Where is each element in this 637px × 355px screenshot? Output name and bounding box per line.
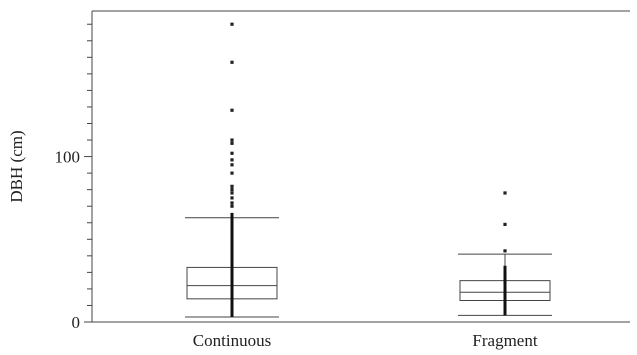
outlier-point bbox=[230, 204, 234, 208]
outlier-point bbox=[230, 138, 234, 142]
category-label: Continuous bbox=[193, 331, 271, 350]
y-ticks bbox=[84, 23, 92, 323]
outlier-point bbox=[230, 196, 234, 200]
outlier-point bbox=[230, 191, 234, 195]
y-axis-title: DBH (cm) bbox=[7, 130, 26, 202]
outlier-point bbox=[230, 158, 234, 162]
box-group-fragment bbox=[458, 191, 552, 316]
y-tick-label: 0 bbox=[72, 313, 81, 332]
outlier-point bbox=[230, 108, 234, 112]
outlier-point bbox=[230, 171, 234, 175]
y-tick-labels: 0 100 bbox=[55, 148, 81, 332]
plot-area bbox=[185, 22, 552, 318]
outlier-point bbox=[230, 22, 234, 26]
outlier-point bbox=[230, 151, 234, 155]
outlier-point bbox=[503, 222, 507, 226]
outlier-point bbox=[503, 191, 507, 195]
box-group-continuous bbox=[185, 22, 279, 318]
y-tick-label: 100 bbox=[55, 148, 81, 167]
outlier-point bbox=[230, 201, 234, 205]
outlier-point bbox=[230, 163, 234, 167]
outlier-point bbox=[230, 184, 234, 188]
outlier-point bbox=[230, 188, 234, 192]
category-labels: Continuous Fragment bbox=[193, 331, 538, 350]
category-label: Fragment bbox=[472, 331, 537, 350]
outlier-point bbox=[230, 141, 234, 145]
axes: 0 100 bbox=[55, 10, 630, 332]
outlier-point bbox=[503, 249, 507, 253]
outlier-point bbox=[230, 60, 234, 64]
